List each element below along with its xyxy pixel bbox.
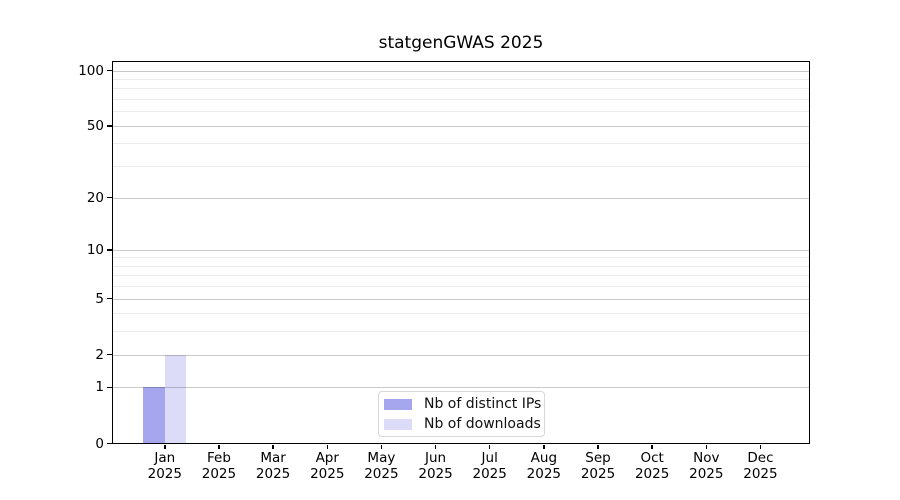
x-tick-month: Dec <box>747 450 774 466</box>
x-tick-mark <box>272 444 274 450</box>
gridline-minor <box>112 88 810 90</box>
gridline-major <box>112 298 810 300</box>
x-tick-label: Dec 2025 <box>732 450 788 482</box>
x-tick-mark <box>705 444 708 450</box>
bar-distinct-ips-jan <box>143 387 165 444</box>
y-tick-mark <box>107 196 112 199</box>
y-tick-mark <box>107 125 112 127</box>
x-tick-label: May 2025 <box>353 450 409 482</box>
y-tick-mark <box>107 69 112 72</box>
x-tick-year: 2025 <box>580 465 616 482</box>
x-tick-mark <box>218 444 220 450</box>
y-tick-label: 0 <box>95 435 104 452</box>
y-tick-label: 100 <box>78 62 104 79</box>
gridline-minor <box>112 331 810 333</box>
x-tick-label: Aug 2025 <box>516 450 572 482</box>
x-tick-label: Oct 2025 <box>624 450 680 482</box>
gridline-minor <box>112 313 810 315</box>
gridline-minor <box>112 265 810 267</box>
gridline-minor <box>112 275 810 277</box>
x-tick-month: Nov <box>693 450 720 466</box>
gridline-major <box>112 197 810 199</box>
gridline-major <box>112 354 810 356</box>
x-tick-mark <box>543 444 545 450</box>
legend-label-distinct-ips: Nb of distinct IPs <box>424 396 542 412</box>
x-tick-year: 2025 <box>526 465 562 482</box>
x-tick-year: 2025 <box>310 465 345 482</box>
x-tick-mark <box>326 444 328 450</box>
legend-label-downloads: Nb of downloads <box>424 416 541 432</box>
x-tick-year: 2025 <box>201 465 237 482</box>
gridline-minor <box>112 166 810 168</box>
y-tick-label: 5 <box>95 290 104 307</box>
x-tick-year: 2025 <box>472 465 507 482</box>
gridline-major <box>112 125 810 127</box>
gridline-minor <box>112 257 810 259</box>
x-tick-mark <box>488 444 491 450</box>
x-tick-month: Feb <box>206 450 231 466</box>
gridline-minor <box>112 111 810 113</box>
gridline-minor <box>112 99 810 101</box>
plot-area <box>112 61 810 444</box>
y-tick-label: 10 <box>86 241 104 258</box>
y-tick-mark <box>107 442 112 445</box>
y-tick-mark <box>107 297 112 300</box>
legend-item-distinct-ips: Nb of distinct IPs <box>384 394 544 414</box>
x-tick-mark <box>434 444 437 450</box>
x-tick-mark <box>380 444 383 450</box>
gridline-major <box>112 249 810 251</box>
legend-item-downloads: Nb of downloads <box>384 414 544 434</box>
x-tick-month: Apr <box>315 450 339 466</box>
x-tick-label: Mar 2025 <box>245 450 301 482</box>
gridline-minor <box>112 286 810 288</box>
x-tick-month: May <box>367 450 396 466</box>
y-tick-label: 50 <box>86 117 104 134</box>
legend-swatch-distinct-ips <box>384 398 412 410</box>
legend: Nb of distinct IPs Nb of downloads <box>378 391 545 437</box>
x-tick-year: 2025 <box>255 465 291 482</box>
x-tick-month: Aug <box>530 450 558 466</box>
x-tick-label: Jun 2025 <box>408 450 464 482</box>
gridline-minor <box>112 143 810 145</box>
x-tick-label: Jul 2025 <box>462 450 518 482</box>
x-tick-year: 2025 <box>634 465 670 482</box>
y-tick-mark <box>107 249 112 251</box>
x-tick-year: 2025 <box>743 465 778 482</box>
x-tick-mark <box>597 444 599 450</box>
x-tick-month: Oct <box>640 450 664 466</box>
x-tick-year: 2025 <box>364 465 399 482</box>
y-tick-mark <box>107 386 112 389</box>
x-tick-year: 2025 <box>147 465 182 482</box>
x-tick-mark <box>759 444 762 450</box>
x-tick-label: Feb 2025 <box>191 450 247 482</box>
y-tick-label: 20 <box>86 189 104 206</box>
x-tick-label: Sep 2025 <box>570 450 626 482</box>
x-tick-month: Jul <box>481 450 498 466</box>
x-tick-year: 2025 <box>418 465 453 482</box>
gridline-minor <box>112 79 810 81</box>
bar-downloads-jan <box>164 354 187 444</box>
x-tick-year: 2025 <box>689 465 724 482</box>
x-tick-month: Mar <box>260 450 286 466</box>
x-tick-month: Jan <box>154 450 176 466</box>
legend-swatch-downloads <box>384 418 412 430</box>
chart-title: statgenGWAS 2025 <box>378 33 544 53</box>
x-tick-month: Jun <box>425 450 447 466</box>
x-tick-month: Sep <box>585 450 611 466</box>
x-tick-mark <box>651 444 653 450</box>
y-tick-label: 1 <box>95 379 104 396</box>
y-tick-mark <box>107 353 112 356</box>
x-tick-mark <box>164 444 166 450</box>
x-tick-label: Apr 2025 <box>299 450 355 482</box>
x-tick-label: Nov 2025 <box>678 450 734 482</box>
gridline-major <box>112 70 810 72</box>
x-tick-label: Jan 2025 <box>137 450 193 482</box>
y-tick-label: 2 <box>95 346 104 363</box>
gridline-major <box>112 387 810 389</box>
